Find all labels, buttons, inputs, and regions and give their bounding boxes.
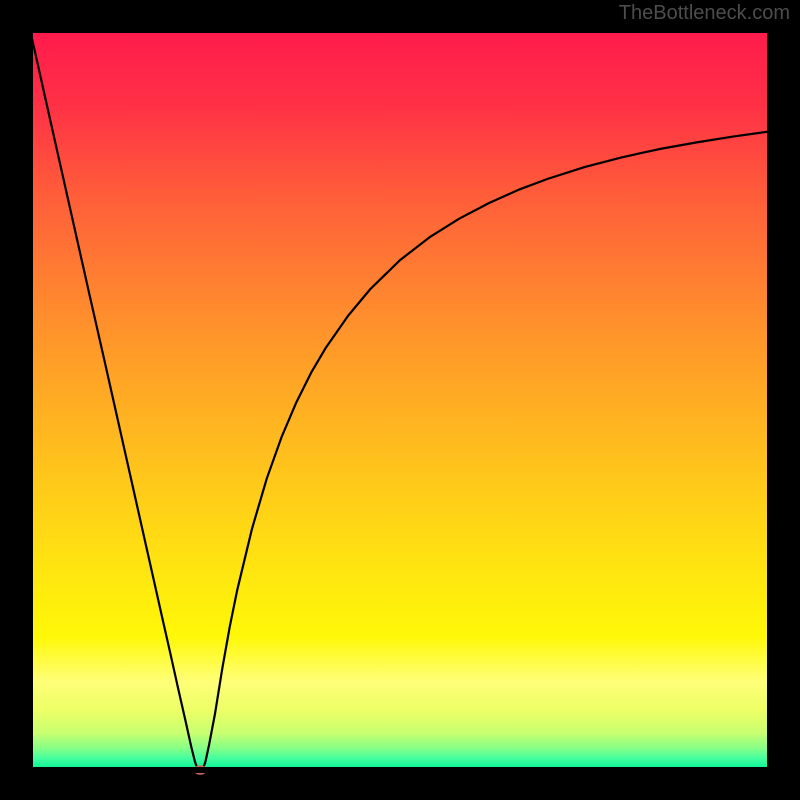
plot-background (30, 30, 770, 770)
watermark-text: TheBottleneck.com (619, 2, 790, 25)
chart-svg (0, 0, 800, 800)
bottleneck-chart: TheBottleneck.com (0, 0, 800, 800)
